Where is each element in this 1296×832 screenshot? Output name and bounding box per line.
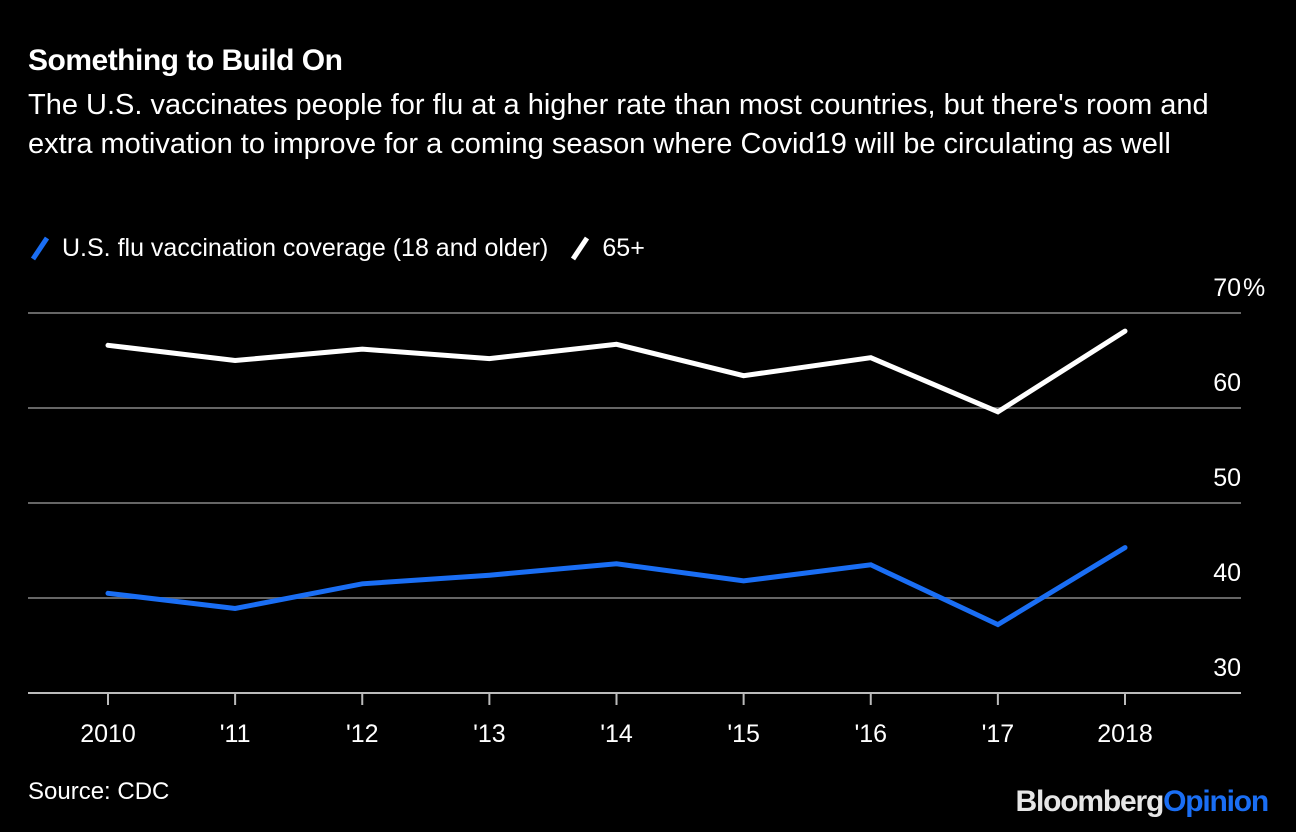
legend-item-adults: U.S. flu vaccination coverage (18 and ol… [28,234,548,263]
x-tick-label-2018: 2018 [1097,720,1153,748]
x-tick-label-2017: '17 [982,720,1015,748]
chart-subtitle: The U.S. vaccinates people for flu at a … [28,89,1209,160]
legend-item-seniors: 65+ [568,233,645,263]
bloomberg-opinion-logo: BloombergOpinion [1015,784,1270,820]
logo-opinion: Opinion [1163,785,1269,818]
x-tick-label-2016: '16 [854,720,887,748]
grid-lines [28,312,1241,694]
x-tick-label-2015: '15 [727,720,760,748]
x-tick-label-2014: '14 [600,720,633,748]
legend: U.S. flu vaccination coverage (18 and ol… [28,230,665,266]
y-tick-label-60: 60 [1213,369,1241,397]
source-note: Source: CDC [28,778,170,805]
y-tick-label-70: 70 [1213,274,1241,302]
legend-label-adults: U.S. flu vaccination coverage (18 and ol… [62,233,549,262]
y-tick-label-40: 40 [1213,559,1241,587]
legend-swatch-adults-icon [28,234,52,262]
legend-swatch-seniors-icon [568,234,592,262]
logo-bloomberg: Bloomberg [1015,785,1165,818]
x-tick-label-2011: '11 [220,720,251,748]
series-line-seniors [105,328,1128,415]
x-tick-label-2013: '13 [473,720,506,748]
x-axis: 2010 '11 '12 '13 '14 '15 '16 '17 2018 [80,693,1153,748]
chart-title: Something to Build On [28,44,343,77]
x-tick-label-2010: 2010 [80,720,136,748]
y-tick-percent-sign: % [1243,274,1265,302]
series-lines [105,328,1128,628]
y-tick-label-50: 50 [1213,464,1241,492]
x-tick-label-2012: '12 [346,720,379,748]
legend-label-seniors: 65+ [602,233,645,262]
series-line-adults [105,545,1128,628]
y-axis-labels: 30 40 50 60 70% [1213,274,1265,682]
y-tick-label-30: 30 [1213,654,1241,682]
